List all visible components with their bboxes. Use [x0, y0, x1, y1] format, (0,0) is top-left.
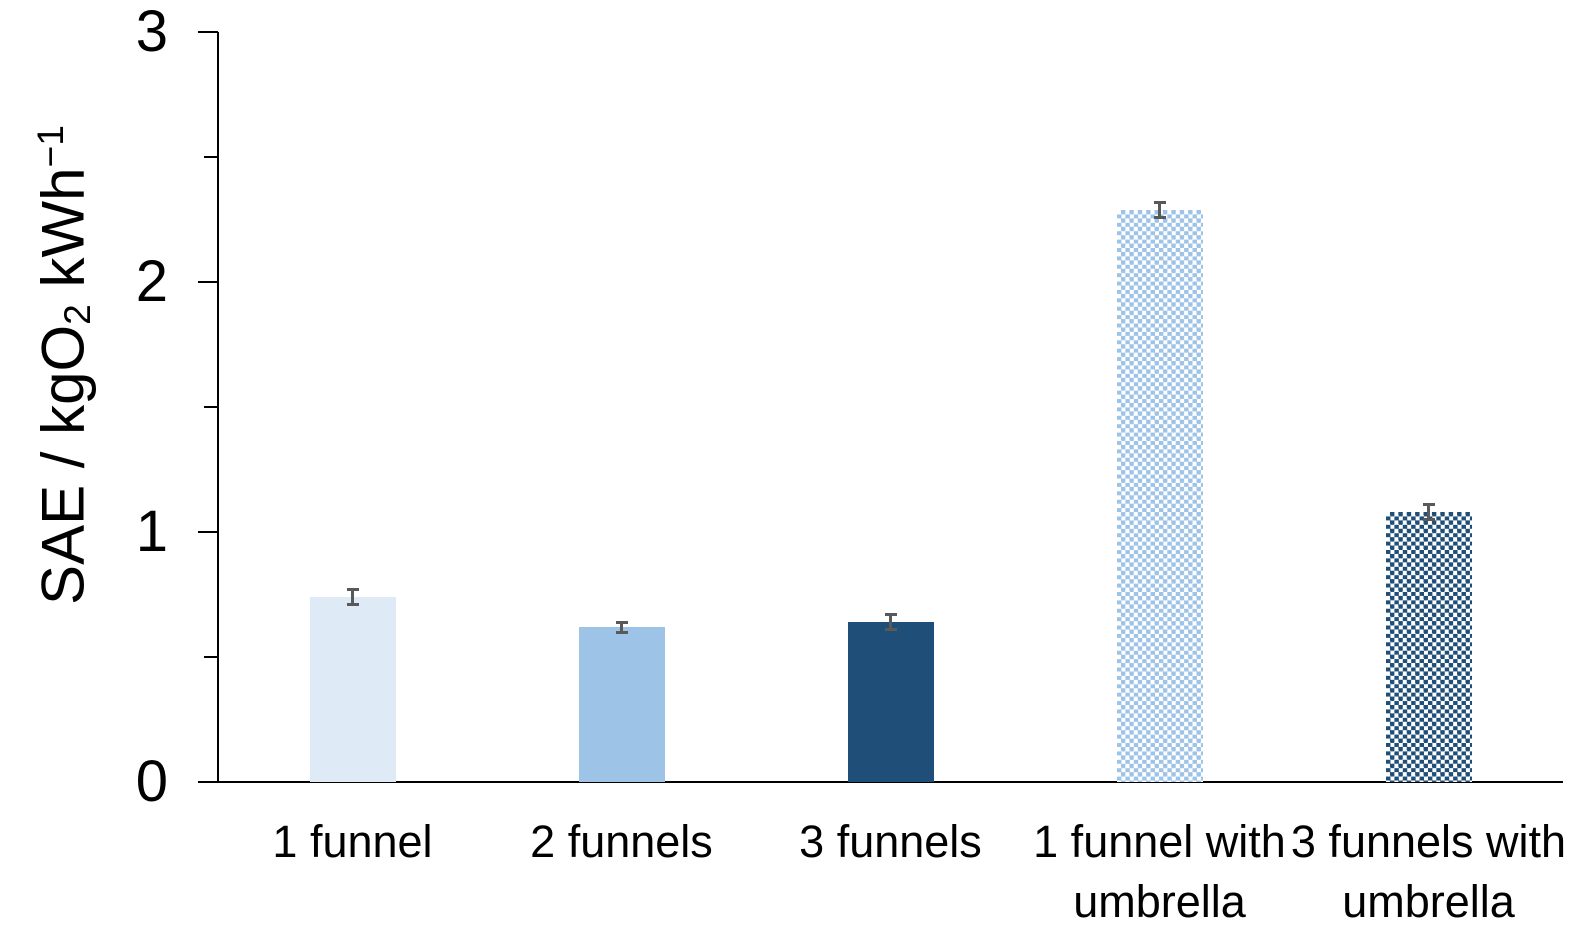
error-bar — [1153, 200, 1166, 219]
y-axis-title-superscript: −1 — [29, 125, 71, 168]
y-tick-minor — [204, 656, 218, 658]
x-label-line: 2 funnels — [530, 816, 713, 867]
y-tick-label: 2 — [135, 249, 168, 314]
y-tick-major — [198, 281, 218, 283]
error-bar — [884, 613, 897, 631]
bar-2-funnels — [578, 627, 665, 782]
y-axis-line — [217, 32, 219, 783]
x-label-1-funnel-with-umbrella: 1 funnel with umbrella — [1020, 812, 1300, 932]
x-label-3-funnels-with-umbrella: 3 funnels with umbrella — [1289, 812, 1569, 932]
y-tick-minor — [204, 156, 218, 158]
error-bar — [1422, 503, 1435, 521]
bar-1-funnel — [309, 597, 396, 782]
x-label-line: umbrella — [1073, 876, 1246, 927]
y-tick-label: 3 — [135, 0, 168, 64]
x-label-line: 1 funnel with — [1033, 816, 1286, 867]
x-axis-line — [198, 781, 1563, 783]
x-label-3-funnels: 3 funnels — [751, 812, 1031, 872]
error-bar — [615, 620, 628, 634]
x-label-line: 3 funnels with — [1290, 816, 1567, 867]
y-tick-label: 1 — [135, 499, 168, 564]
y-tick-major — [198, 781, 218, 783]
bar-3-funnels — [847, 622, 934, 782]
x-label-line: 3 funnels — [799, 816, 982, 867]
y-tick-major — [198, 31, 218, 33]
error-bar — [346, 588, 359, 606]
x-label-1-funnel: 1 funnel — [213, 812, 493, 872]
y-axis-title: SAE / kgO2 kWh−1 — [8, 0, 98, 745]
x-label-line: 1 funnel — [272, 816, 433, 867]
y-tick-label: 0 — [135, 749, 168, 814]
bar-1-funnel-with-umbrella — [1116, 209, 1203, 782]
y-tick-major — [198, 531, 218, 533]
x-label-line: umbrella — [1342, 876, 1515, 927]
bar-3-funnels-with-umbrella — [1385, 512, 1472, 782]
y-tick-minor — [204, 406, 218, 408]
x-label-2-funnels: 2 funnels — [482, 812, 762, 872]
